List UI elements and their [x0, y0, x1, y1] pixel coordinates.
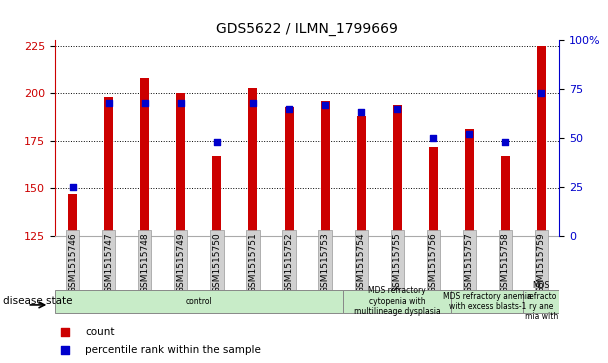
Text: GSM1515759: GSM1515759 [537, 232, 546, 293]
Text: GSM1515747: GSM1515747 [105, 232, 113, 293]
Text: percentile rank within the sample: percentile rank within the sample [85, 345, 261, 355]
Bar [140, 78, 150, 236]
Bar [249, 87, 257, 236]
Text: GSM1515757: GSM1515757 [465, 232, 474, 293]
Point [248, 100, 258, 106]
Bar [105, 97, 113, 236]
Point [212, 139, 222, 145]
Bar [429, 147, 438, 236]
Text: MDS
refracto
ry ane
mia with: MDS refracto ry ane mia with [525, 281, 558, 321]
Text: MDS refractory anemia
with excess blasts-1: MDS refractory anemia with excess blasts… [443, 291, 531, 311]
Point [140, 100, 150, 106]
FancyBboxPatch shape [451, 290, 523, 313]
Point [428, 135, 438, 141]
Point [284, 106, 294, 111]
Bar [176, 93, 185, 236]
Bar [357, 116, 365, 236]
Text: GSM1515758: GSM1515758 [501, 232, 510, 293]
Point [320, 102, 330, 107]
Text: count: count [85, 327, 114, 337]
Bar [537, 46, 546, 236]
Point [465, 131, 474, 137]
Text: GSM1515746: GSM1515746 [68, 232, 77, 293]
Bar [320, 101, 330, 236]
Point [68, 184, 78, 190]
Text: GSM1515751: GSM1515751 [249, 232, 257, 293]
FancyBboxPatch shape [523, 290, 559, 313]
Point [536, 90, 546, 96]
Text: GSM1515754: GSM1515754 [357, 232, 365, 293]
Text: GSM1515753: GSM1515753 [320, 232, 330, 293]
Text: control: control [185, 297, 212, 306]
Bar [285, 106, 294, 236]
Point [500, 139, 510, 145]
Text: MDS refractory
cytopenia with
multilineage dysplasia: MDS refractory cytopenia with multilinea… [354, 286, 441, 316]
Point [104, 100, 114, 106]
Bar [68, 194, 77, 236]
Point [392, 106, 402, 111]
Text: GSM1515750: GSM1515750 [212, 232, 221, 293]
FancyBboxPatch shape [343, 290, 451, 313]
Text: GSM1515748: GSM1515748 [140, 232, 150, 293]
Bar [393, 105, 402, 236]
Text: GSM1515752: GSM1515752 [285, 232, 294, 293]
Point [356, 110, 366, 115]
FancyBboxPatch shape [55, 290, 343, 313]
Bar [501, 156, 510, 236]
Text: GSM1515756: GSM1515756 [429, 232, 438, 293]
Bar [212, 156, 221, 236]
Point [394, 91, 404, 97]
Bar [465, 129, 474, 236]
Text: disease state: disease state [3, 296, 72, 306]
Title: GDS5622 / ILMN_1799669: GDS5622 / ILMN_1799669 [216, 22, 398, 36]
Text: GSM1515755: GSM1515755 [393, 232, 402, 293]
Point [176, 100, 185, 106]
Text: GSM1515749: GSM1515749 [176, 232, 185, 293]
Point [394, 256, 404, 262]
